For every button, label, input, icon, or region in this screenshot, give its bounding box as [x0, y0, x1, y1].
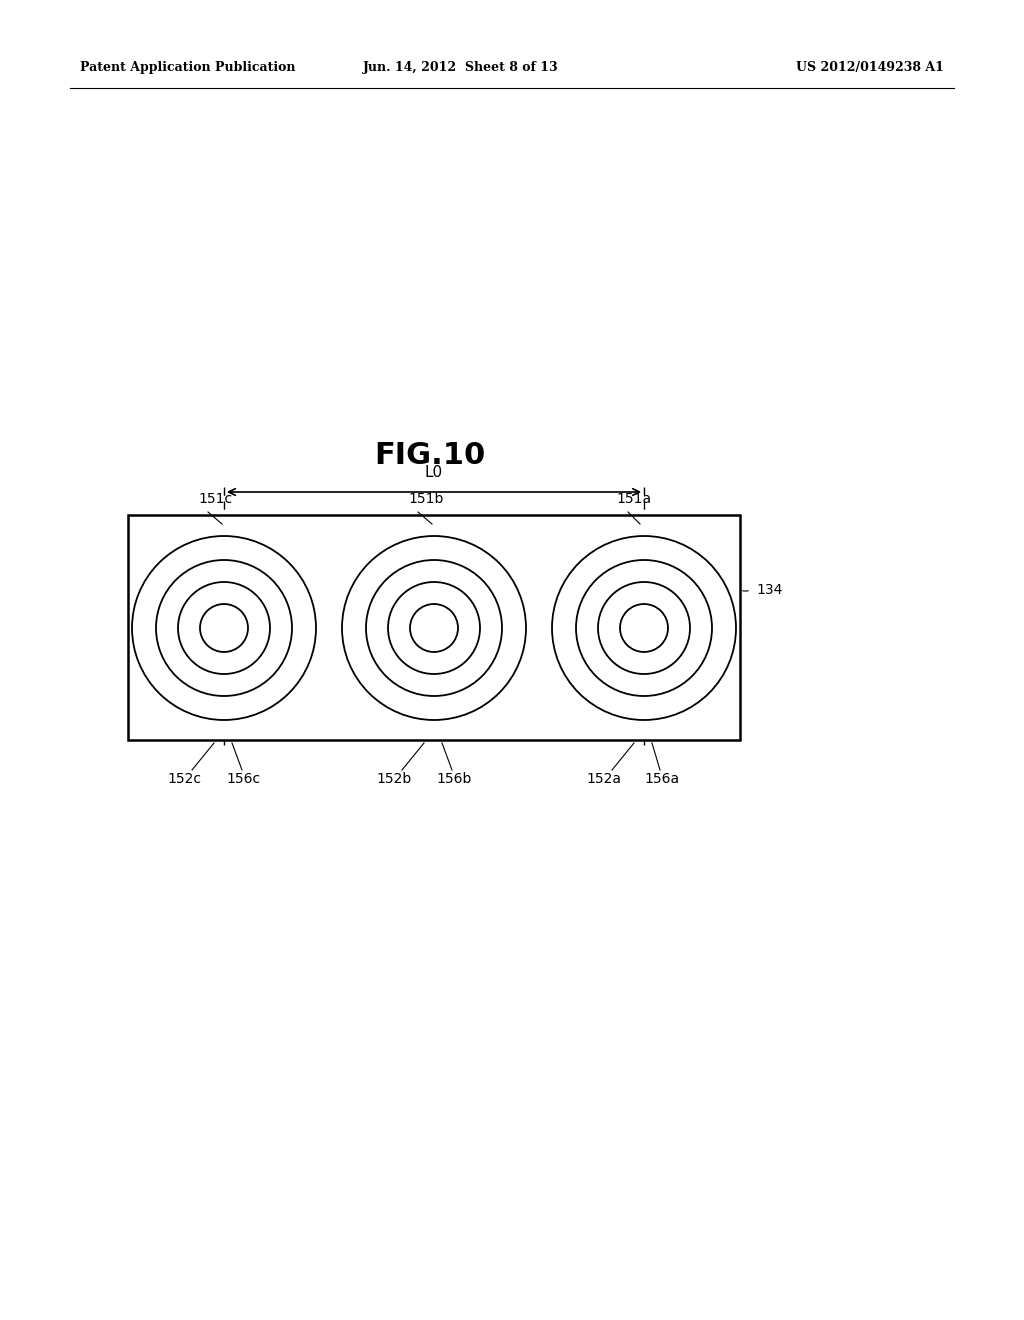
Text: 152b: 152b	[377, 772, 412, 785]
Text: L0: L0	[425, 465, 443, 480]
Text: FIG.10: FIG.10	[375, 441, 485, 470]
Text: 151a: 151a	[616, 492, 651, 506]
Text: 156a: 156a	[644, 772, 680, 785]
Text: 152a: 152a	[587, 772, 622, 785]
Text: Jun. 14, 2012  Sheet 8 of 13: Jun. 14, 2012 Sheet 8 of 13	[362, 62, 559, 74]
Text: 151b: 151b	[408, 492, 443, 506]
Text: 152c: 152c	[167, 772, 201, 785]
Text: 151c: 151c	[198, 492, 232, 506]
Text: 156c: 156c	[227, 772, 261, 785]
Text: Patent Application Publication: Patent Application Publication	[80, 62, 296, 74]
Bar	[128, 515, 740, 741]
Text: 156b: 156b	[436, 772, 472, 785]
Text: US 2012/0149238 A1: US 2012/0149238 A1	[796, 62, 944, 74]
Text: 134: 134	[756, 583, 782, 597]
